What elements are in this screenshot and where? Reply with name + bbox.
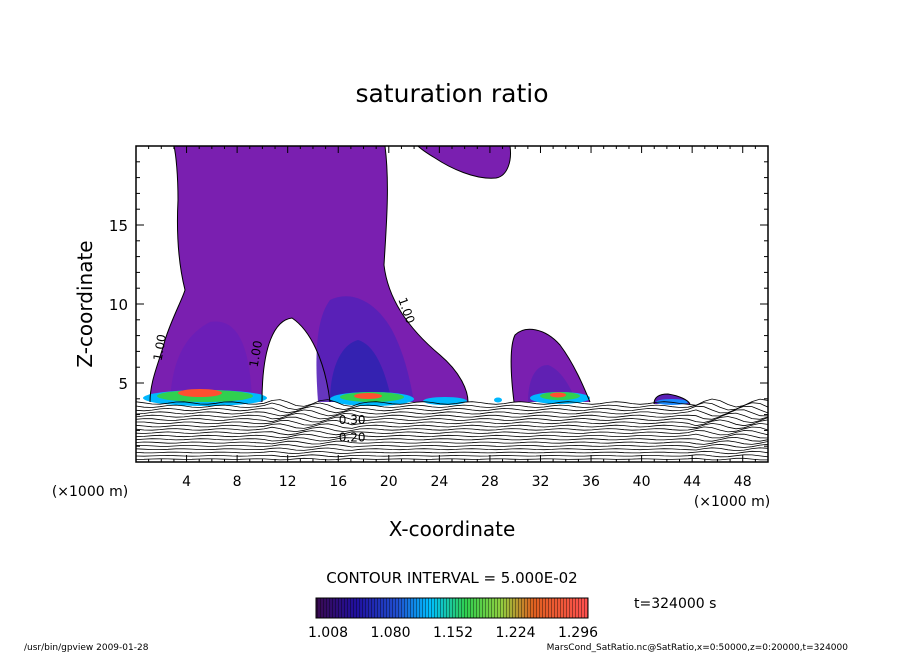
stratified-contour-line xyxy=(136,422,768,430)
chart-title: saturation ratio xyxy=(355,79,548,108)
stratified-contour-line xyxy=(136,433,768,439)
x-tick-label: 48 xyxy=(734,474,752,490)
colorbar-tick-label: 1.296 xyxy=(558,625,598,641)
contour-label: 1.00 xyxy=(247,339,265,368)
contour-interval-text: CONTOUR INTERVAL = 5.000E-02 xyxy=(326,569,577,587)
x-tick-label: 24 xyxy=(430,474,448,490)
y-axis-label: Z-coordinate xyxy=(73,240,97,367)
colorbar-tick-label: 1.224 xyxy=(495,625,535,641)
stratified-contour-line xyxy=(136,409,768,417)
z-unit-label: (×1000 m) xyxy=(52,484,128,500)
x-tick-label: 32 xyxy=(532,474,550,490)
colorbar-tick-label: 1.008 xyxy=(308,625,348,641)
x-axis-ticks: 4 8 12 16 20 24 28 32 36 40 44 48 xyxy=(148,146,756,490)
region-upper-right-lobe xyxy=(418,146,511,179)
x-tick-label: 16 xyxy=(329,474,347,490)
stratified-contour-line xyxy=(136,402,768,411)
contour-label: 0.20 xyxy=(339,430,366,444)
x-tick-label: 40 xyxy=(633,474,651,490)
x-tick-label: 28 xyxy=(481,474,499,490)
x-tick-label: 36 xyxy=(582,474,600,490)
colorbar-tick-label: 1.080 xyxy=(370,625,410,641)
footer-right: MarsCond_SatRatio.nc@SatRatio,x=0:50000,… xyxy=(547,643,849,653)
y-tick-label: 10 xyxy=(109,296,128,314)
stratified-contour-line xyxy=(136,447,768,452)
colorbar-labels: 1.008 1.080 1.152 1.224 1.296 xyxy=(308,625,598,641)
stratified-contour-line xyxy=(136,416,768,424)
stratified-contour-line xyxy=(136,419,768,427)
x-tick-label: 4 xyxy=(182,474,191,490)
stratified-contour-line xyxy=(136,436,768,442)
cloud-outlines xyxy=(149,146,691,405)
contour-label: 1.00 xyxy=(151,333,169,362)
x-unit-label: (×1000 m) xyxy=(694,494,770,510)
stratified-contour-line xyxy=(136,398,768,408)
plot-area xyxy=(136,146,768,462)
x-tick-label: 12 xyxy=(279,474,297,490)
stratified-contour-line xyxy=(136,426,768,433)
stratified-contour-line xyxy=(136,450,768,455)
stratified-contour-line xyxy=(136,430,768,436)
stratified-contour-line xyxy=(136,457,768,461)
stratified-contour-line xyxy=(136,440,768,445)
x-tick-label: 20 xyxy=(380,474,398,490)
y-tick-label: 15 xyxy=(109,217,128,235)
stratified-contour-line xyxy=(136,443,768,448)
time-label: t=324000 s xyxy=(634,596,716,612)
y-axis-ticks: 5 10 15 xyxy=(109,161,768,447)
x-tick-label: 44 xyxy=(683,474,701,490)
colorbar-tick-label: 1.152 xyxy=(433,625,473,641)
x-axis-label: X-coordinate xyxy=(389,517,516,541)
cloud-base-colors xyxy=(143,389,688,406)
region-plume-core xyxy=(330,340,392,402)
stratified-contour-line xyxy=(136,454,768,458)
stratified-contours xyxy=(136,398,768,461)
footer-left: /usr/bin/gpview 2009-01-28 xyxy=(24,643,149,653)
stratified-contour-line xyxy=(136,412,768,420)
region-plume-inner-left xyxy=(170,321,252,402)
contour-label: 0.30 xyxy=(339,413,366,427)
x-tick-label: 8 xyxy=(233,474,242,490)
colorbar xyxy=(315,597,589,619)
y-tick-label: 5 xyxy=(118,375,128,393)
stratified-contour-line xyxy=(136,405,768,414)
